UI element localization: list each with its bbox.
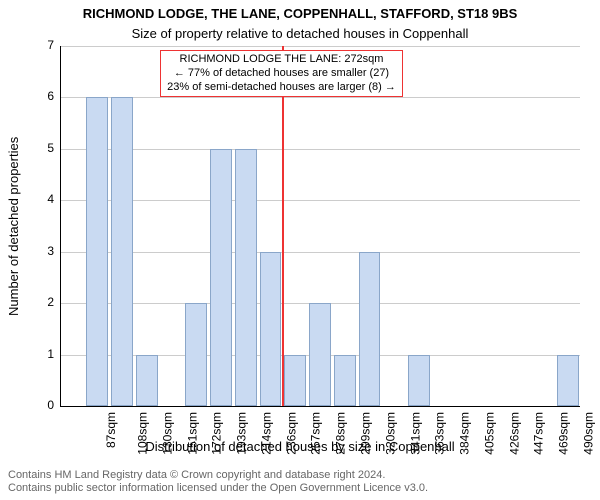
histogram-bar — [210, 149, 232, 406]
gridline — [60, 252, 580, 253]
histogram-bar — [557, 355, 579, 406]
histogram-bar — [136, 355, 158, 406]
y-tick-label: 5 — [30, 141, 54, 155]
histogram-bar — [284, 355, 306, 406]
chart-title-line2: Size of property relative to detached ho… — [0, 26, 600, 41]
histogram-bar — [235, 149, 257, 406]
y-tick-label: 4 — [30, 192, 54, 206]
y-tick-label: 2 — [30, 295, 54, 309]
y-tick-label: 7 — [30, 38, 54, 52]
y-axis-label: Number of detached properties — [6, 136, 21, 315]
gridline — [60, 97, 580, 98]
y-tick-label: 1 — [30, 347, 54, 361]
histogram-bar — [334, 355, 356, 406]
chart-container: RICHMOND LODGE, THE LANE, COPPENHALL, ST… — [0, 0, 600, 500]
property-marker-line — [282, 46, 284, 406]
annotation-line: 23% of semi-detached houses are larger (… — [167, 81, 396, 95]
gridline — [60, 149, 580, 150]
histogram-bar — [86, 97, 108, 406]
attribution-footer: Contains HM Land Registry data © Crown c… — [8, 469, 428, 497]
histogram-bar — [111, 97, 133, 406]
histogram-bar — [185, 303, 207, 406]
plot-area: 0123456787sqm108sqm130sqm151sqm172sqm193… — [60, 46, 580, 406]
histogram-bar — [359, 252, 381, 406]
footer-line1: Contains HM Land Registry data © Crown c… — [8, 469, 428, 483]
y-axis-line — [60, 46, 61, 406]
annotation-line: RICHMOND LODGE THE LANE: 272sqm — [167, 53, 396, 67]
annotation-box: RICHMOND LODGE THE LANE: 272sqm← 77% of … — [160, 50, 403, 97]
x-axis-line — [60, 406, 580, 407]
gridline — [60, 200, 580, 201]
y-tick-label: 6 — [30, 89, 54, 103]
histogram-bar — [408, 355, 430, 406]
histogram-bar — [309, 303, 331, 406]
histogram-bar — [260, 252, 282, 406]
y-tick-label: 3 — [30, 244, 54, 258]
y-tick-label: 0 — [30, 398, 54, 412]
chart-title-line1: RICHMOND LODGE, THE LANE, COPPENHALL, ST… — [0, 6, 600, 21]
annotation-line: ← 77% of detached houses are smaller (27… — [167, 67, 396, 81]
x-axis-label: Distribution of detached houses by size … — [0, 439, 600, 454]
gridline — [60, 46, 580, 47]
footer-line2: Contains public sector information licen… — [8, 482, 428, 496]
